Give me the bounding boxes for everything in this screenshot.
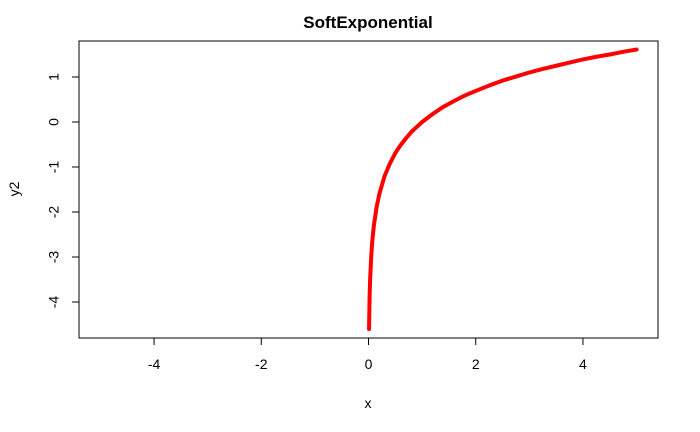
- y-axis: -4 -3 -2 -1 0 1: [46, 73, 80, 309]
- series-layer: [367, 47, 639, 331]
- x-tick-label: -4: [148, 356, 161, 372]
- y-tick-label: 0: [46, 118, 62, 126]
- y-tick-label: 1: [46, 73, 62, 81]
- chart-title: SoftExponential: [303, 13, 432, 32]
- x-axis: -4 -2 0 2 4: [148, 337, 587, 372]
- y-tick-label: -3: [46, 251, 62, 264]
- y-tick-label: -4: [46, 296, 62, 309]
- series-line: [367, 47, 639, 331]
- x-tick-label: 2: [472, 356, 480, 372]
- y-tick-label: -2: [46, 206, 62, 219]
- y-tick-label: -1: [46, 161, 62, 174]
- y-axis-title: y2: [6, 181, 22, 196]
- x-axis-title: x: [365, 395, 372, 411]
- x-tick-label: -2: [255, 356, 268, 372]
- x-tick-label: 4: [579, 356, 587, 372]
- x-tick-label: 0: [365, 356, 373, 372]
